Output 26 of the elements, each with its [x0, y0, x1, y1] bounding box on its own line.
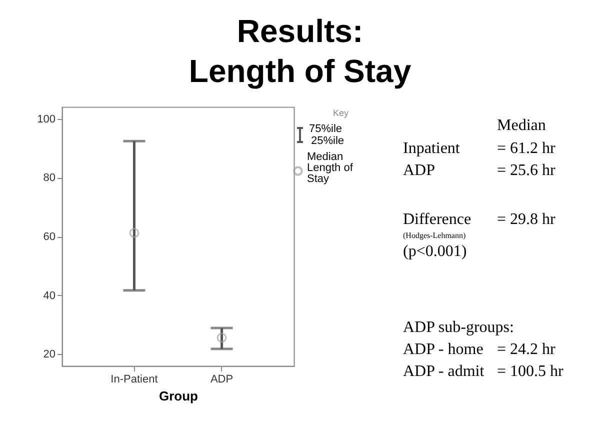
- legend-label: Median Length of Stay: [307, 151, 354, 185]
- x-tick-label: In-Patient: [110, 374, 158, 386]
- text: = 24.2 hr: [497, 341, 556, 358]
- text: ADP: [403, 162, 436, 179]
- text: ADP sub-groups:: [403, 319, 514, 336]
- y-tick-label: 100: [37, 113, 56, 126]
- y-tick-label: 40: [43, 290, 56, 302]
- text: Difference: [403, 211, 472, 228]
- text: 25%ile: [311, 135, 344, 147]
- text: Inpatient: [403, 140, 460, 157]
- text: = 29.8 hr: [497, 211, 556, 228]
- chart-title: Results: Length of Stay: [188, 13, 412, 89]
- text: = 25.6 hr: [497, 162, 556, 179]
- legend-title: Key: [333, 108, 350, 118]
- text: (Hodges-Lehmann): [403, 231, 466, 240]
- text: ADP - admit: [403, 363, 485, 380]
- y-tick-label: 20: [43, 348, 56, 361]
- text: ADP - home: [403, 341, 484, 358]
- x-axis-title: Group: [159, 388, 198, 404]
- text: = 100.5 hr: [497, 363, 564, 380]
- text: = 61.2 hr: [497, 140, 556, 157]
- y-tick-label: 60: [43, 231, 56, 243]
- text: (p<0.001): [403, 243, 467, 260]
- text: Median: [497, 117, 546, 134]
- text: 75%ile: [309, 123, 342, 135]
- y-tick-label: 80: [43, 172, 56, 184]
